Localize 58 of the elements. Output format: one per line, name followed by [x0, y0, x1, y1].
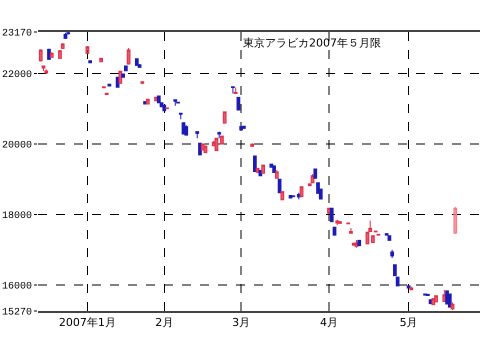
candlestick [274, 170, 279, 180]
candlestick [222, 110, 227, 124]
candlestick [50, 52, 54, 58]
candlestick [338, 220, 342, 224]
candlestick [253, 155, 257, 172]
candlestick [330, 207, 334, 222]
candlestick [102, 86, 106, 89]
y-tick-label: 15270 [2, 308, 32, 318]
candlestick [272, 165, 276, 174]
candlestick [346, 222, 350, 225]
candlestick [42, 65, 46, 72]
candlestick [261, 164, 265, 174]
candlestick [86, 46, 90, 54]
candlestick [217, 131, 222, 139]
candlestick [38, 48, 43, 62]
candlestick [354, 240, 358, 248]
candlestick [231, 86, 235, 94]
candlestick [390, 249, 394, 259]
candlestick [450, 302, 454, 310]
candlestick [108, 83, 112, 87]
x-tick-label: 2月 [155, 316, 174, 330]
candlestick [204, 145, 208, 154]
candlestick [121, 73, 125, 78]
candlestick [64, 32, 68, 40]
candlestick [453, 206, 458, 235]
candlestick [236, 96, 240, 111]
candlestick [374, 230, 378, 233]
candlestick [126, 48, 130, 65]
y-tick-label: 23170 [2, 28, 32, 40]
y-tick-label: 22000 [2, 70, 32, 81]
x-tick-label: 3月 [232, 316, 250, 330]
x-tick-label: 4月 [320, 316, 338, 330]
candlestick [349, 228, 353, 234]
candlestick [434, 294, 438, 303]
candlestick [47, 48, 51, 60]
candlestick [310, 173, 314, 184]
candlestick [184, 124, 188, 136]
x-tick-label: 2007年1月 [58, 316, 116, 330]
y-tick-label: 18000 [2, 211, 32, 222]
candlestick [313, 168, 318, 180]
candlestick [242, 125, 246, 130]
text: 東京アラビカ2007年５月限 [243, 36, 382, 50]
candlestick [288, 194, 292, 199]
x-tick-label: 5月 [400, 316, 418, 330]
candlestick [195, 130, 200, 139]
candlestick [178, 112, 183, 120]
y-tick-label: 16000 [2, 282, 32, 293]
candlestick [234, 86, 238, 94]
candlestick [332, 226, 336, 236]
y-tick-label: 20000 [2, 140, 32, 152]
candlestick [300, 186, 304, 198]
candlestick [409, 286, 414, 291]
candlestick [66, 32, 70, 35]
candlestick [278, 178, 282, 194]
candlestick [44, 68, 48, 75]
candlestick [173, 98, 178, 106]
candlestick [388, 234, 392, 242]
candlestick [280, 190, 284, 201]
